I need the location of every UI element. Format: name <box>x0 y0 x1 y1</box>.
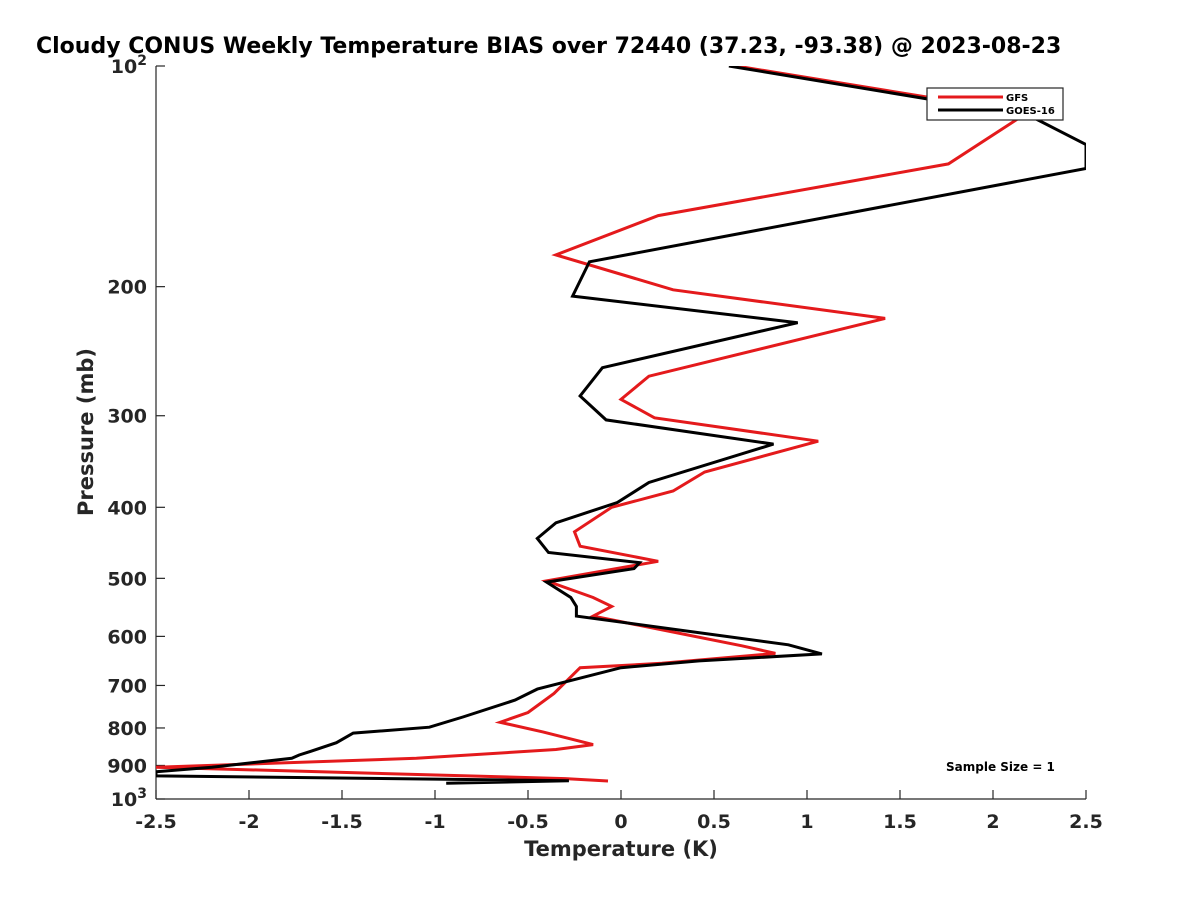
chart-title: Cloudy CONUS Weekly Temperature BIAS ove… <box>36 34 1061 59</box>
legend-box <box>926 87 1064 121</box>
y-tick-label: 500 <box>107 568 147 590</box>
x-tick-label: -2 <box>238 811 259 833</box>
y-tick-label: 700 <box>107 675 147 697</box>
x-tick-label: -1 <box>424 811 445 833</box>
legend-label-gfs: GFS <box>1006 93 1028 104</box>
series-lines <box>156 66 1086 785</box>
x-tick-label: 1.5 <box>883 811 917 833</box>
x-tick-label: 2 <box>986 811 999 833</box>
x-tick-label: -0.5 <box>507 811 549 833</box>
y-tick-label: 200 <box>107 277 147 299</box>
y-tick-label: 600 <box>107 626 147 648</box>
legend-label-goes16: GOES-16 <box>1006 106 1055 117</box>
y-tick-label: 400 <box>107 497 147 519</box>
y-tick-label: 900 <box>107 755 147 777</box>
series-line-goes16 <box>156 66 1086 785</box>
y-tick-label: 300 <box>107 406 147 428</box>
series-line-gfs <box>156 66 1031 783</box>
x-tick-label: 0.5 <box>697 811 731 833</box>
x-axis-ticks: -2.5 -2 -1.5 -1 -0.5 0 0.5 1 1.5 2 2.5 <box>135 790 1103 833</box>
x-axis-label: Temperature (K) <box>524 837 718 861</box>
x-tick-label: 2.5 <box>1069 811 1103 833</box>
x-tick-label: 1 <box>800 811 813 833</box>
y-axis-label: Pressure (mb) <box>74 348 98 516</box>
legend: GFS GOES-16 <box>926 87 1064 121</box>
y-tick-exponent: 3 <box>137 786 147 802</box>
x-tick-label: -1.5 <box>321 811 363 833</box>
x-tick-label: -2.5 <box>135 811 177 833</box>
y-tick-base: 10 <box>111 789 137 811</box>
y-tick-base: 10 <box>111 56 137 78</box>
plot-area: -2.5 -2 -1.5 -1 -0.5 0 0.5 1 1.5 2 2.5 10220030040… <box>107 53 1103 833</box>
y-tick-exponent: 2 <box>137 53 147 69</box>
sample-size-annotation: Sample Size = 1 <box>946 760 1055 774</box>
y-tick-label: 102 <box>111 53 147 78</box>
y-tick-label: 103 <box>111 786 147 811</box>
x-tick-label: 0 <box>614 811 627 833</box>
y-tick-label: 800 <box>107 718 147 740</box>
